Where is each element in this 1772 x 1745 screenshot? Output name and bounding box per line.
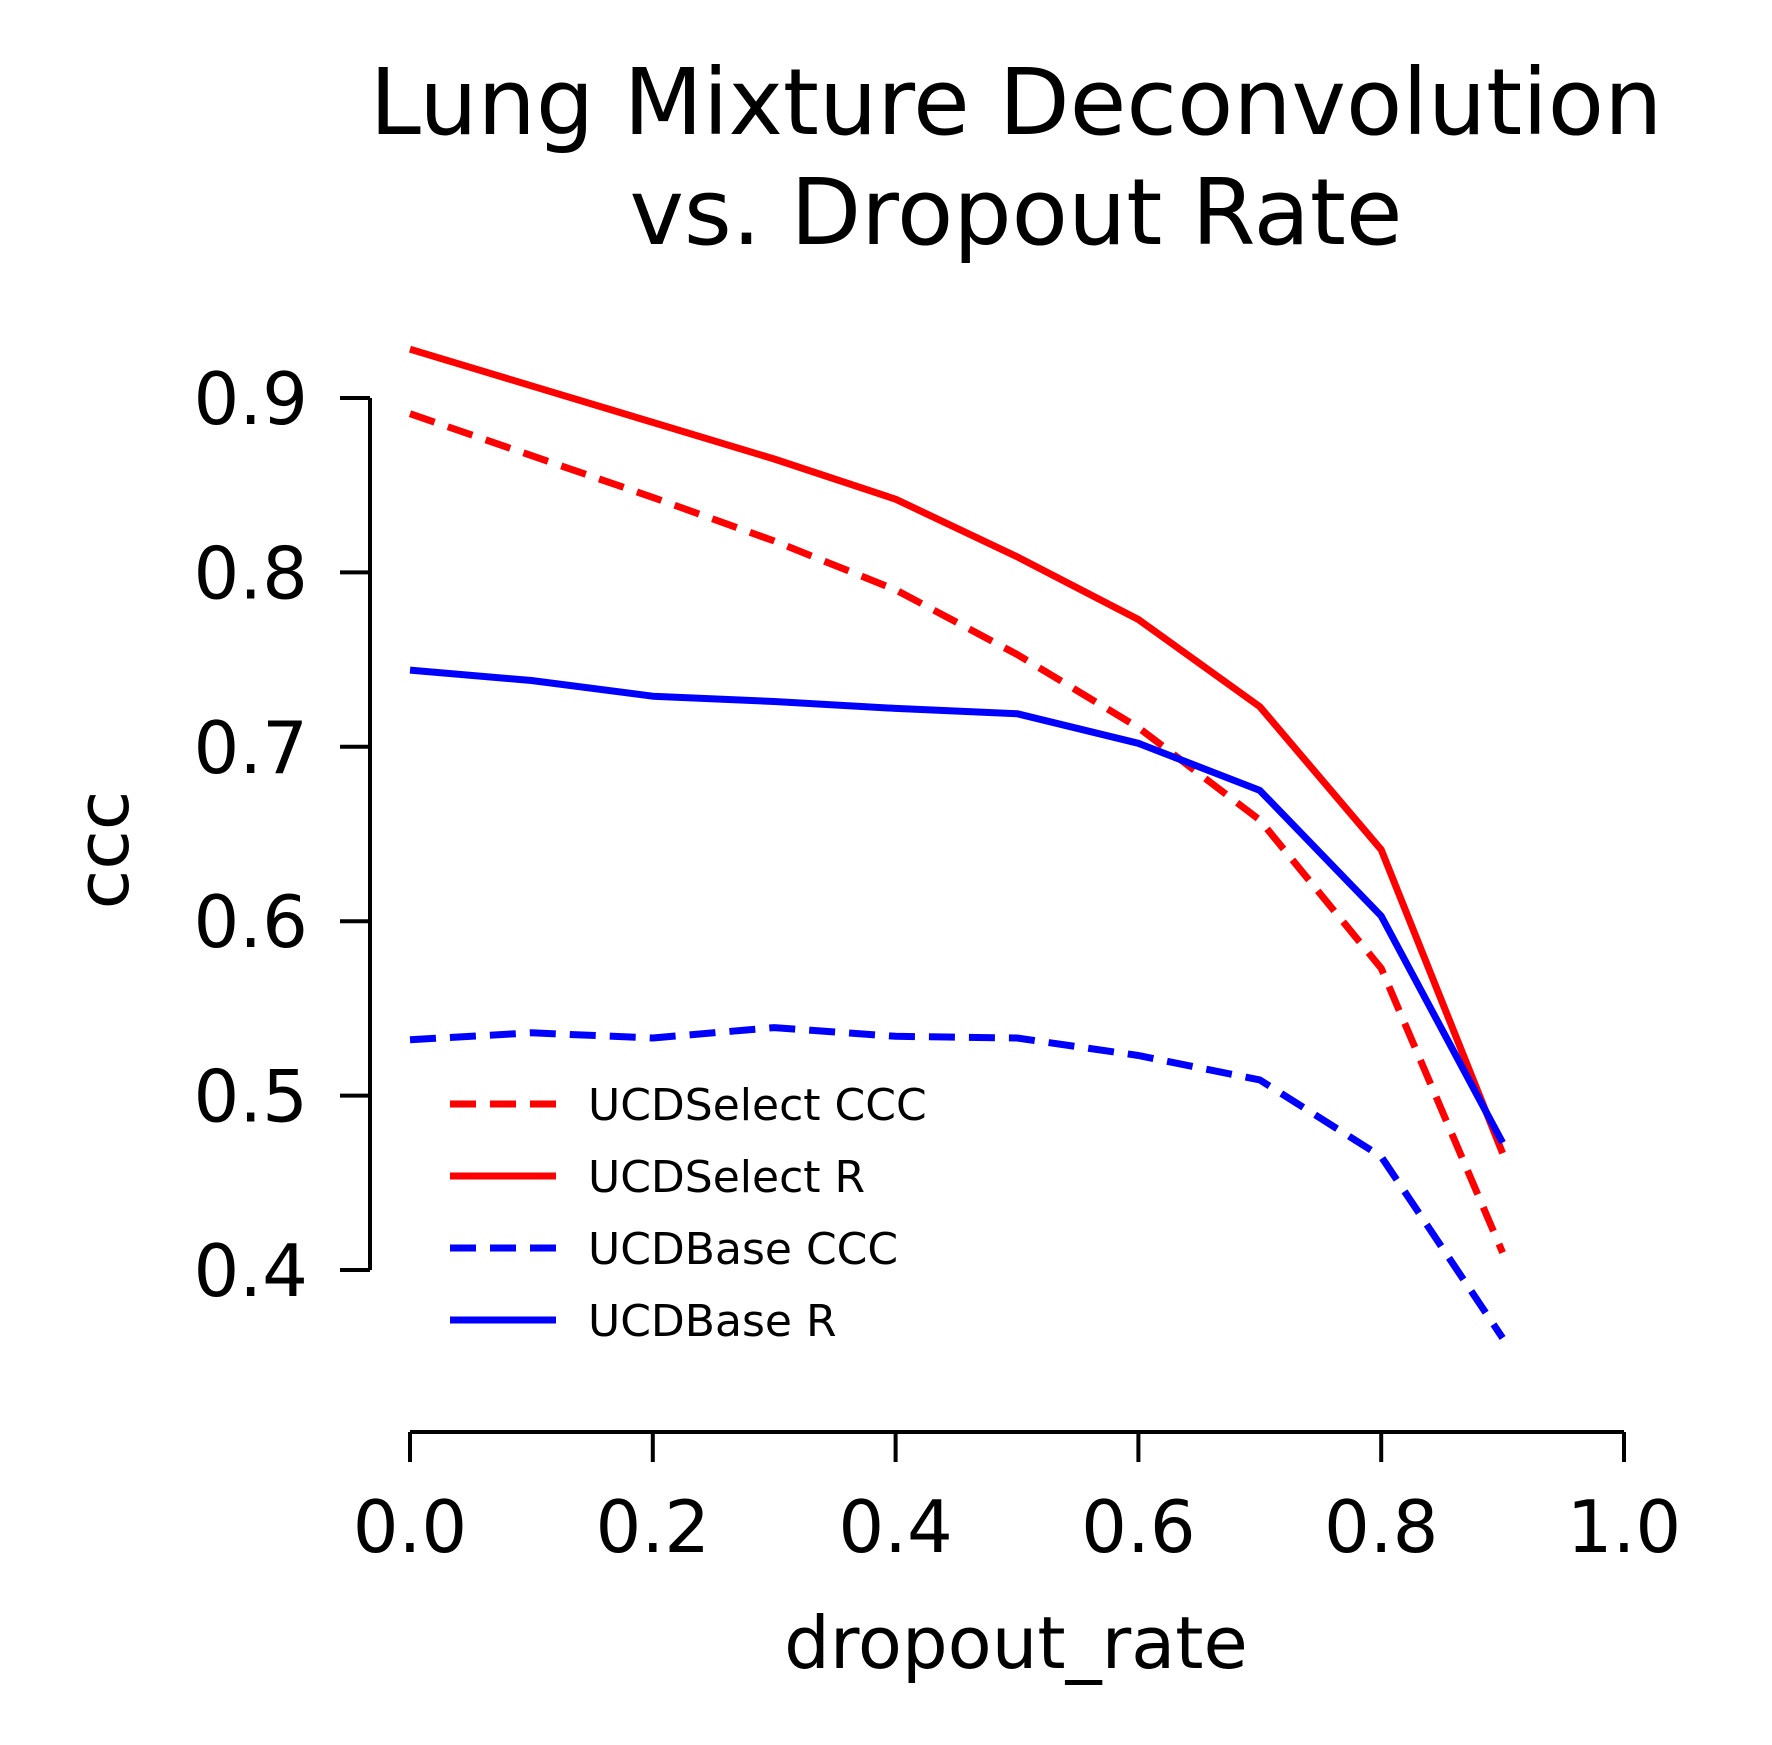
y-axis-label: ccc	[61, 791, 145, 910]
legend: UCDSelect CCC UCDSelect R UCDBase CCC UCDBa…	[450, 1080, 927, 1347]
x-tick-label: 0.6	[1081, 1485, 1196, 1569]
legend-label-ucdbase-r: UCDBase R	[588, 1296, 837, 1347]
x-tick-label: 0.4	[838, 1485, 953, 1569]
x-axis-label: dropout_rate	[784, 1601, 1248, 1685]
x-tick-label: 1.0	[1567, 1485, 1682, 1569]
y-tick-label: 0.8	[193, 531, 308, 615]
x-tick-label: 0.8	[1324, 1485, 1439, 1569]
y-tick-label: 0.4	[193, 1229, 308, 1313]
series-line-ucdbase-ccc	[409, 1024, 1506, 1340]
series-line-ucdselect-ccc	[408, 410, 1506, 1254]
legend-label-ucdselect-ccc: UCDSelect CCC	[588, 1080, 927, 1131]
x-tick-label: 0.0	[353, 1485, 468, 1569]
chart-title-line-1: Lung Mixture Deconvolution	[370, 49, 1663, 156]
y-tick-label: 0.6	[193, 880, 308, 964]
y-tick-label: 0.9	[193, 357, 308, 441]
series-line-ucdselect-r	[408, 345, 1506, 1155]
y-tick-label: 0.5	[193, 1055, 308, 1139]
chart-title-line-2: vs. Dropout Rate	[629, 159, 1402, 266]
series-line-ucdbase-r	[409, 666, 1506, 1145]
legend-label-ucdbase-ccc: UCDBase CCC	[588, 1224, 898, 1275]
y-axis: 0.4 0.5 0.6 0.7 0.8 0.9	[193, 357, 372, 1313]
legend-label-ucdselect-r: UCDSelect R	[588, 1152, 865, 1203]
x-tick-label: 0.2	[596, 1485, 711, 1569]
y-tick-label: 0.7	[193, 706, 308, 790]
series-lines	[408, 345, 1506, 1340]
x-axis: 0.0 0.2 0.4 0.6 0.8 1.0	[353, 1430, 1682, 1569]
